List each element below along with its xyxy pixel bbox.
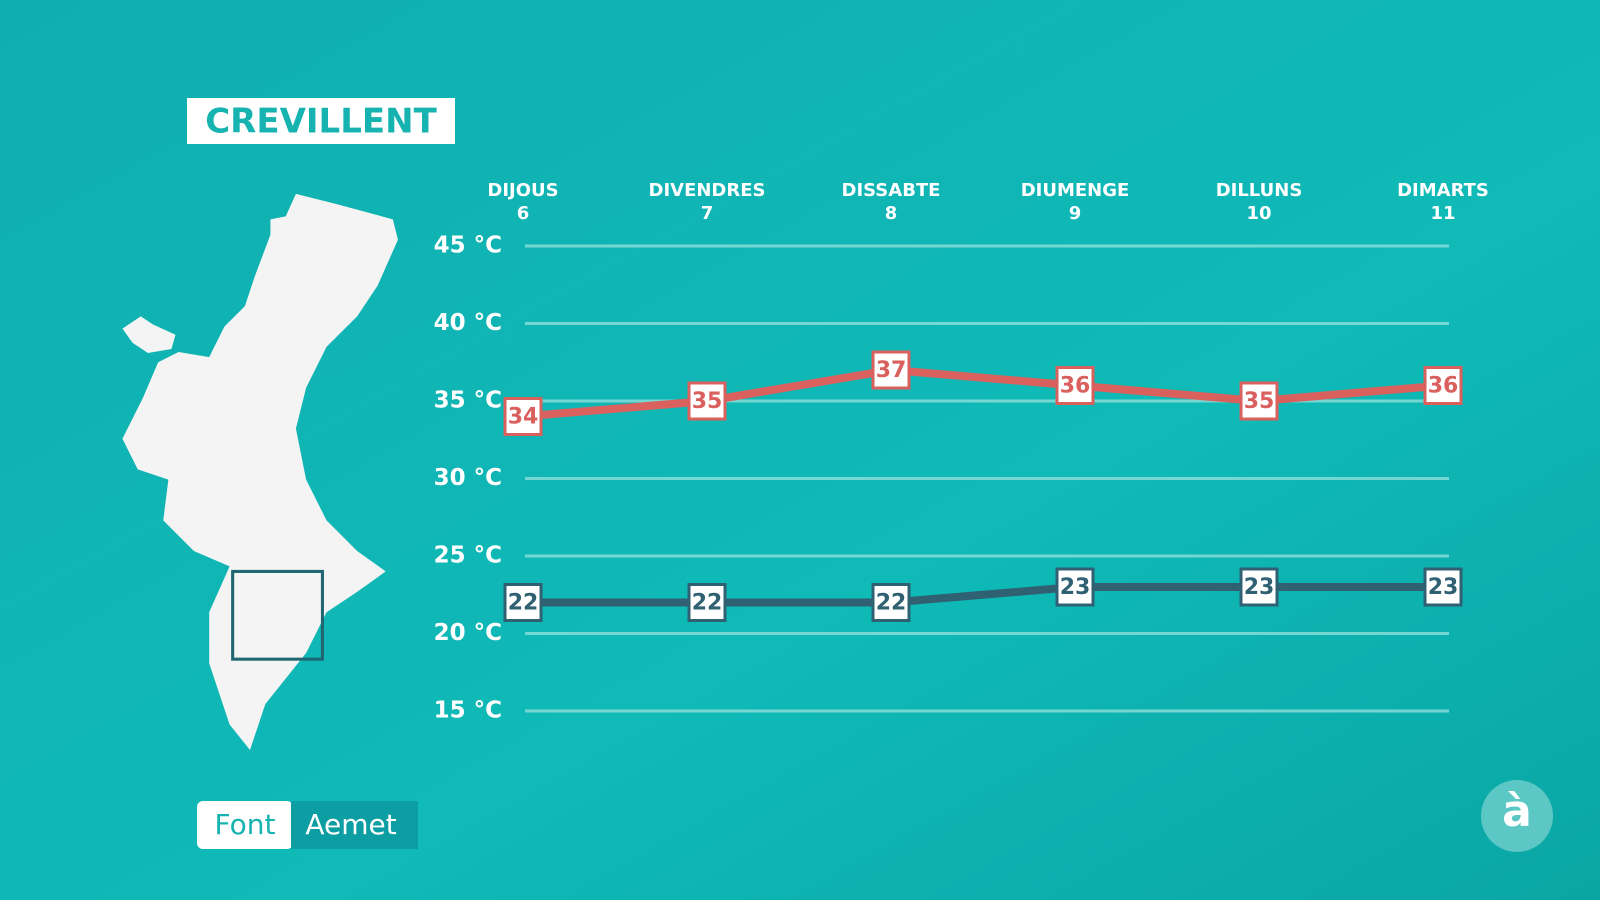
location-box: [231, 569, 324, 661]
day-name: DIVENDRES: [649, 180, 766, 201]
map: [122, 193, 398, 750]
value-label: 23: [1428, 575, 1459, 600]
value-label: 23: [1244, 575, 1275, 600]
y-tick-label: 15 °C: [434, 698, 502, 724]
value-label: 37: [876, 358, 907, 383]
source-name-box: [291, 801, 418, 849]
day-name: DIMARTS: [1397, 180, 1489, 201]
value-label: 22: [692, 591, 723, 616]
value-label: 23: [1060, 575, 1091, 600]
title-box: [187, 98, 455, 144]
logo: à: [1502, 786, 1532, 837]
island-shape: [122, 316, 176, 354]
point-marker: [1423, 366, 1463, 405]
value-label: 34: [508, 405, 539, 430]
point-marker: [503, 397, 543, 436]
point-marker: [687, 583, 727, 622]
point-marker: [871, 583, 911, 622]
day-number: 11: [1430, 203, 1455, 224]
source-label: Font: [215, 808, 276, 841]
day-name: DISSABTE: [842, 180, 941, 201]
point-marker: [1055, 366, 1095, 405]
value-label: 22: [508, 591, 539, 616]
y-tick-label: 30 °C: [434, 465, 502, 491]
logo-circle: [1481, 780, 1553, 852]
point-marker: [1055, 567, 1095, 607]
source-name: Aemet: [305, 808, 396, 841]
day-number: 8: [885, 203, 898, 224]
region-shape: [122, 193, 398, 750]
point-marker: [687, 381, 727, 421]
point-marker: [871, 350, 911, 390]
source-label-box: [197, 801, 293, 849]
point-marker: [1239, 381, 1279, 421]
day-name: DIUMENGE: [1021, 180, 1130, 201]
value-label: 35: [692, 389, 723, 414]
day-number: 6: [517, 203, 530, 224]
day-number: 7: [701, 203, 714, 224]
day-name: DILLUNS: [1216, 180, 1303, 201]
day-name: DIJOUS: [487, 180, 558, 201]
chart-title: CREVILLENT: [205, 102, 437, 142]
value-label: 36: [1060, 374, 1091, 399]
value-label: 35: [1244, 389, 1275, 414]
value-label: 36: [1428, 374, 1459, 399]
y-tick-label: 20 °C: [434, 620, 502, 646]
point-marker: [503, 583, 543, 622]
series-line: [523, 583, 1443, 607]
y-tick-label: 40 °C: [434, 310, 502, 336]
day-number: 9: [1069, 203, 1082, 224]
point-marker: [1423, 567, 1463, 607]
point-marker: [1239, 567, 1279, 607]
y-tick-label: 25 °C: [434, 543, 502, 569]
day-number: 10: [1246, 203, 1271, 224]
value-label: 22: [876, 591, 907, 616]
y-tick-label: 45 °C: [434, 233, 502, 259]
y-tick-label: 35 °C: [434, 388, 502, 414]
series-line: [522, 366, 1444, 421]
